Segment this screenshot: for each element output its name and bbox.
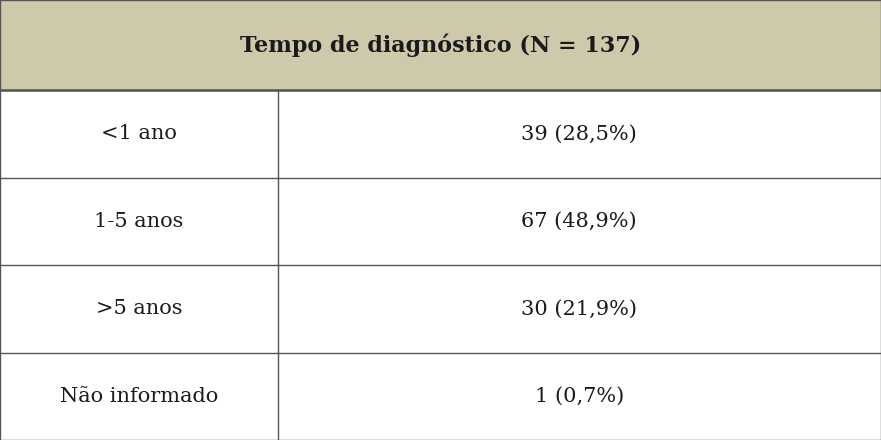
Text: <1 ano: <1 ano xyxy=(100,125,177,143)
Text: 1 (0,7%): 1 (0,7%) xyxy=(535,387,624,406)
Text: >5 anos: >5 anos xyxy=(95,299,182,318)
Text: 1-5 anos: 1-5 anos xyxy=(94,212,183,231)
Bar xyxy=(0,0,881,90)
Text: 39 (28,5%): 39 (28,5%) xyxy=(522,125,637,143)
Bar xyxy=(0,178,881,265)
Text: Tempo de diagnóstico (N = 137): Tempo de diagnóstico (N = 137) xyxy=(240,33,641,57)
Bar xyxy=(0,352,881,440)
Text: 67 (48,9%): 67 (48,9%) xyxy=(522,212,637,231)
Text: Não informado: Não informado xyxy=(60,387,218,406)
Bar xyxy=(0,265,881,352)
Bar xyxy=(0,90,881,178)
Text: 30 (21,9%): 30 (21,9%) xyxy=(522,299,637,318)
